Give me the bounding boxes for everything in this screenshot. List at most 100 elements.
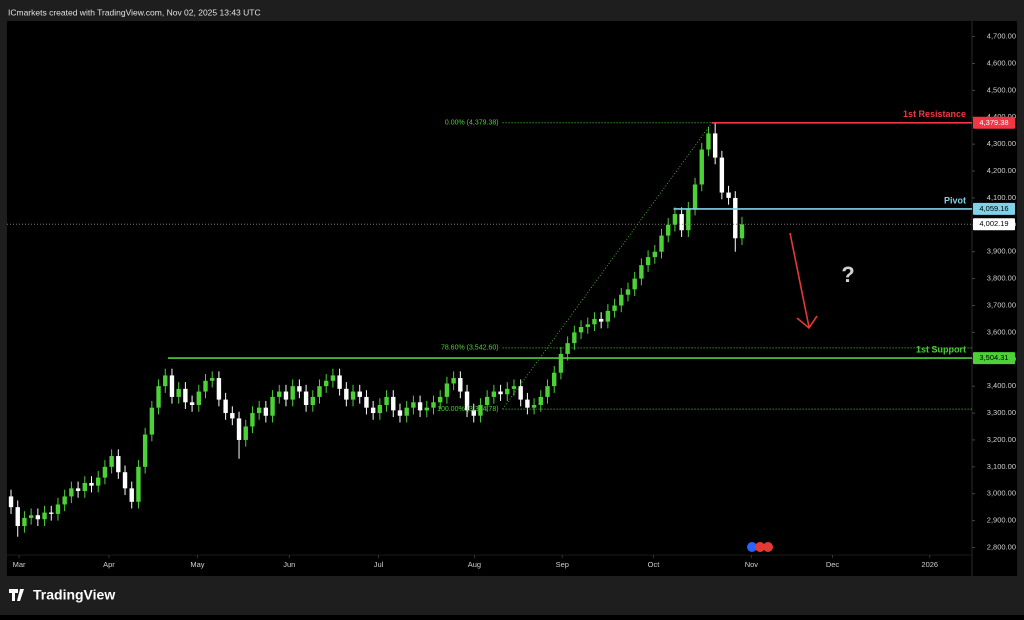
candle-body xyxy=(303,391,309,405)
candle-body xyxy=(686,208,691,231)
candle-body xyxy=(109,456,114,467)
candle-body xyxy=(223,399,228,414)
y-tick-label: 4,500.00 xyxy=(987,85,1016,94)
candle-body xyxy=(585,324,590,328)
candle-body xyxy=(270,396,275,416)
candle-body xyxy=(712,133,718,158)
candle-body xyxy=(592,318,597,325)
candle-body xyxy=(471,410,476,416)
candle-body xyxy=(733,197,738,239)
y-tick-label: 3,300.00 xyxy=(987,408,1016,417)
candle-body xyxy=(558,353,564,373)
candle-body xyxy=(438,396,443,403)
candle-body xyxy=(578,327,584,333)
candle-body xyxy=(149,407,155,435)
candle-body xyxy=(156,386,161,408)
y-tick-label: 2,800.00 xyxy=(987,542,1016,551)
level-label: 1st Support xyxy=(916,344,966,354)
y-tick-label: 4,200.00 xyxy=(987,166,1016,175)
candle-body xyxy=(706,133,711,150)
candle-body xyxy=(250,413,255,427)
candle-body xyxy=(357,391,362,397)
candle-body xyxy=(444,383,450,397)
earnings-icon xyxy=(747,542,773,552)
candle-body xyxy=(370,407,376,414)
candle-body xyxy=(210,378,215,381)
price-tag-label: 4,002.19 xyxy=(979,219,1008,228)
logo-text: TradingView xyxy=(33,587,115,603)
x-tick-label: Aug xyxy=(468,560,481,569)
candle-body xyxy=(632,278,637,290)
candle-body xyxy=(35,515,41,520)
x-tick-label: Jul xyxy=(374,560,384,569)
candle-body xyxy=(22,517,27,526)
icon xyxy=(763,542,773,552)
x-tick-label: May xyxy=(190,560,204,569)
candle-body xyxy=(645,257,651,266)
candle-body xyxy=(565,343,570,354)
candle-body xyxy=(337,375,342,389)
price-tag-label: 3,504.31 xyxy=(979,353,1008,362)
candle-body xyxy=(364,396,369,408)
candle-body xyxy=(15,507,20,526)
price-tag xyxy=(973,202,1015,215)
candle-body xyxy=(136,466,141,502)
candle-body xyxy=(531,404,537,408)
y-tick-label: 3,700.00 xyxy=(987,300,1016,309)
x-tick-label: Apr xyxy=(103,560,115,569)
candle-body xyxy=(62,496,67,505)
candle-body xyxy=(719,157,725,193)
candle-body xyxy=(49,512,54,514)
header-text: ICmarkets created with TradingView.com, … xyxy=(8,7,261,17)
y-tick-label: 3,800.00 xyxy=(987,274,1016,283)
icon xyxy=(755,542,765,552)
y-tick-label: 3,000.00 xyxy=(987,489,1016,498)
arrow-line xyxy=(789,232,810,328)
candle-body xyxy=(129,488,134,502)
icon xyxy=(747,542,757,552)
x-tick-label: Dec xyxy=(826,560,840,569)
annotation: ? xyxy=(841,262,854,287)
candle-body xyxy=(672,214,678,225)
level-label: Pivot xyxy=(944,195,966,205)
candle-body xyxy=(451,378,456,384)
candle-body xyxy=(290,386,295,400)
candle-body xyxy=(203,380,208,392)
candle-body xyxy=(679,214,684,231)
y-tick-label: 4,600.00 xyxy=(987,58,1016,67)
candle-body xyxy=(69,488,74,497)
candle-body xyxy=(498,391,503,395)
candle-body xyxy=(612,305,617,311)
candle-body xyxy=(659,235,664,252)
candle-body xyxy=(297,386,302,392)
y-tick-label: 4,400.00 xyxy=(987,112,1016,121)
candle-body xyxy=(652,251,658,258)
candle-body xyxy=(116,456,121,473)
candle-body xyxy=(545,386,550,397)
candle-body xyxy=(196,391,201,405)
candle-body xyxy=(230,413,235,419)
candle-body xyxy=(417,402,423,411)
plot-background xyxy=(7,21,1017,576)
y-tick-label: 3,600.00 xyxy=(987,327,1016,336)
y-tick-label: 4,100.00 xyxy=(987,193,1016,202)
level-label: 1st Resistance xyxy=(903,109,966,119)
candle-body xyxy=(256,407,262,414)
plot-layer xyxy=(8,122,745,537)
candle-body xyxy=(518,386,523,400)
candle-body xyxy=(404,407,409,416)
candle-body xyxy=(350,391,356,400)
candle-body xyxy=(511,386,517,389)
fib-label: 0.00% (4,379.38) xyxy=(445,120,499,127)
price-tag xyxy=(973,116,1015,129)
candle-body xyxy=(505,388,510,395)
candle-body xyxy=(538,396,544,405)
y-tick-label: 3,900.00 xyxy=(987,247,1016,256)
arrow xyxy=(789,232,818,330)
price-tag-label: 4,059.16 xyxy=(979,204,1008,213)
candle-body xyxy=(89,482,94,486)
x-tick-label: Oct xyxy=(648,560,661,569)
y-tick-label: 3,200.00 xyxy=(987,435,1016,444)
candle-body xyxy=(283,391,289,400)
fib-trend xyxy=(502,122,713,410)
